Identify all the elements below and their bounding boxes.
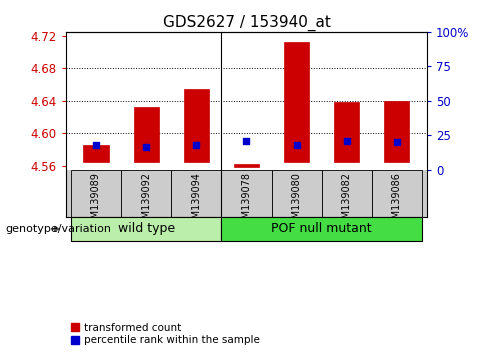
Point (393, 139, 401, 145)
Point (243, 138, 250, 143)
Point (293, 143, 301, 148)
Bar (134, 107, 159, 162)
Text: GSM139082: GSM139082 (342, 172, 352, 231)
Bar (284, 42, 309, 162)
Text: GSM139080: GSM139080 (292, 172, 302, 231)
Point (192, 143, 200, 148)
Text: GSM139078: GSM139078 (242, 172, 251, 231)
Text: wild type: wild type (118, 222, 175, 235)
Bar (184, 88, 209, 162)
Bar (83, 145, 108, 162)
FancyBboxPatch shape (71, 217, 222, 241)
Text: POF null mutant: POF null mutant (271, 222, 372, 235)
Bar (385, 101, 409, 162)
FancyBboxPatch shape (322, 170, 372, 217)
Title: GDS2627 / 153940_at: GDS2627 / 153940_at (163, 14, 330, 30)
Text: GSM139086: GSM139086 (392, 172, 402, 231)
Bar (334, 102, 359, 162)
FancyBboxPatch shape (171, 170, 222, 217)
Text: GSM139089: GSM139089 (91, 172, 101, 231)
Text: GSM139094: GSM139094 (191, 172, 201, 231)
FancyBboxPatch shape (71, 170, 121, 217)
Point (142, 144, 150, 150)
Legend: transformed count, percentile rank within the sample: transformed count, percentile rank withi… (71, 322, 260, 345)
Point (343, 138, 351, 144)
Bar (234, 164, 259, 167)
Text: genotype/variation: genotype/variation (5, 224, 111, 234)
FancyBboxPatch shape (271, 170, 322, 217)
FancyBboxPatch shape (222, 217, 422, 241)
Text: GSM139092: GSM139092 (141, 172, 151, 231)
FancyBboxPatch shape (121, 170, 171, 217)
FancyBboxPatch shape (372, 170, 422, 217)
Point (92, 143, 100, 148)
FancyBboxPatch shape (222, 170, 271, 217)
